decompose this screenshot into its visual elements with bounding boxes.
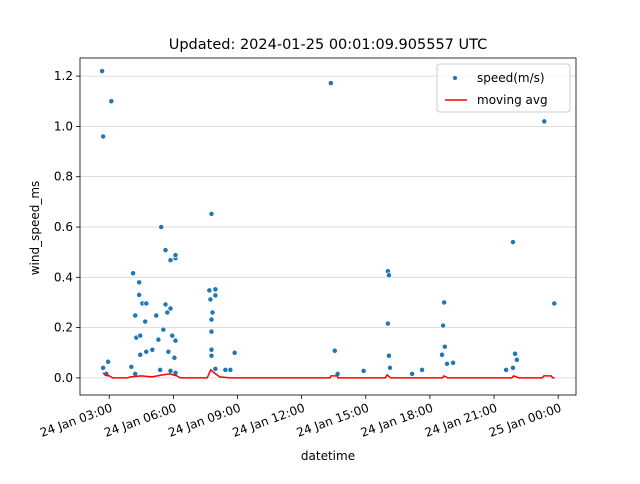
scatter-point <box>208 316 215 323</box>
scatter-point <box>450 359 457 366</box>
line-series <box>102 368 555 379</box>
scatter-point <box>441 343 448 350</box>
legend: speed(m/s) moving avg <box>436 63 571 113</box>
scatter-point <box>503 366 510 373</box>
scatter-point <box>164 309 171 316</box>
y-axis-label: wind_speed_ms <box>28 181 42 276</box>
scatter-point <box>331 347 338 354</box>
scatter-point <box>136 291 143 298</box>
scatter-point <box>551 300 558 307</box>
scatter-point <box>513 356 520 363</box>
scatter-point <box>385 352 392 359</box>
x-axis-label: datetime <box>301 449 355 463</box>
scatter-point <box>419 366 426 373</box>
scatter-point <box>512 350 519 357</box>
scatter-point <box>143 348 150 355</box>
scatter-point <box>167 257 174 264</box>
scatter-point <box>100 364 107 371</box>
scatter-point <box>208 328 215 335</box>
scatter-point <box>142 318 149 325</box>
scatter-point <box>172 252 179 259</box>
legend-label: speed(m/s) <box>477 71 545 85</box>
scatter-point <box>162 247 169 254</box>
scatter-point <box>171 354 178 361</box>
scatter-point <box>384 320 391 327</box>
scatter-point <box>222 366 229 373</box>
scatter-point <box>137 332 144 339</box>
scatter-point <box>227 366 234 373</box>
scatter-point <box>130 270 137 277</box>
scatter-point <box>172 337 179 344</box>
scatter-point <box>385 272 392 279</box>
scatter-point <box>509 364 516 371</box>
y-tick-label: 0.8 <box>54 170 73 184</box>
scatter-point <box>207 296 214 303</box>
scatter-point <box>440 322 447 329</box>
legend-box <box>436 63 571 113</box>
scatter-point <box>167 305 174 312</box>
scatter-point <box>162 301 169 308</box>
scatter-point <box>509 239 516 246</box>
y-tick-label: 0.4 <box>54 270 73 284</box>
scatter-point <box>439 351 445 358</box>
scatter-point <box>108 98 115 105</box>
scatter-point <box>136 279 143 286</box>
scatter-point <box>132 312 139 319</box>
scatter-point <box>158 224 165 230</box>
scatter-point <box>327 80 334 87</box>
scatter-point <box>99 68 106 75</box>
scatter-point <box>100 133 107 140</box>
y-tick-label: 0.2 <box>54 321 73 335</box>
scatter-point <box>165 348 172 355</box>
scatter-point <box>409 370 416 377</box>
scatter-point <box>212 292 219 299</box>
scatter-point <box>387 364 393 371</box>
legend-marker <box>452 75 458 81</box>
scatter-point <box>541 118 548 125</box>
chart-title: Updated: 2024-01-25 00:01:09.905557 UTC <box>169 37 488 53</box>
scatter-point <box>167 367 174 374</box>
y-tick-label: 0.6 <box>54 220 73 234</box>
scatter-point <box>153 312 160 319</box>
scatter-point <box>208 352 215 359</box>
scatter-point <box>157 366 164 373</box>
scatter-point <box>206 287 213 294</box>
scatter-point <box>143 300 150 307</box>
scatter-point <box>160 326 167 333</box>
scatter-point <box>231 349 238 356</box>
scatter-point <box>149 346 156 353</box>
y-tick-label: 0.0 <box>54 371 73 385</box>
scatter-point <box>212 365 219 372</box>
scatter-point <box>169 332 176 339</box>
scatter-point <box>444 360 450 367</box>
scatter-point <box>155 336 162 343</box>
y-tick-label: 1.2 <box>54 69 73 83</box>
scatter-point <box>137 351 144 358</box>
scatter-point <box>208 346 215 353</box>
legend-label: moving avg <box>477 93 548 107</box>
scatter-point <box>105 358 112 365</box>
plot-frame <box>79 57 577 396</box>
scatter-point <box>441 299 448 306</box>
scatter-point <box>128 363 135 370</box>
y-tick-label: 1.0 <box>54 119 73 133</box>
scatter-point <box>212 286 219 293</box>
scatter-point <box>209 309 216 316</box>
scatter-point <box>360 367 367 374</box>
scatter-point <box>208 210 215 217</box>
